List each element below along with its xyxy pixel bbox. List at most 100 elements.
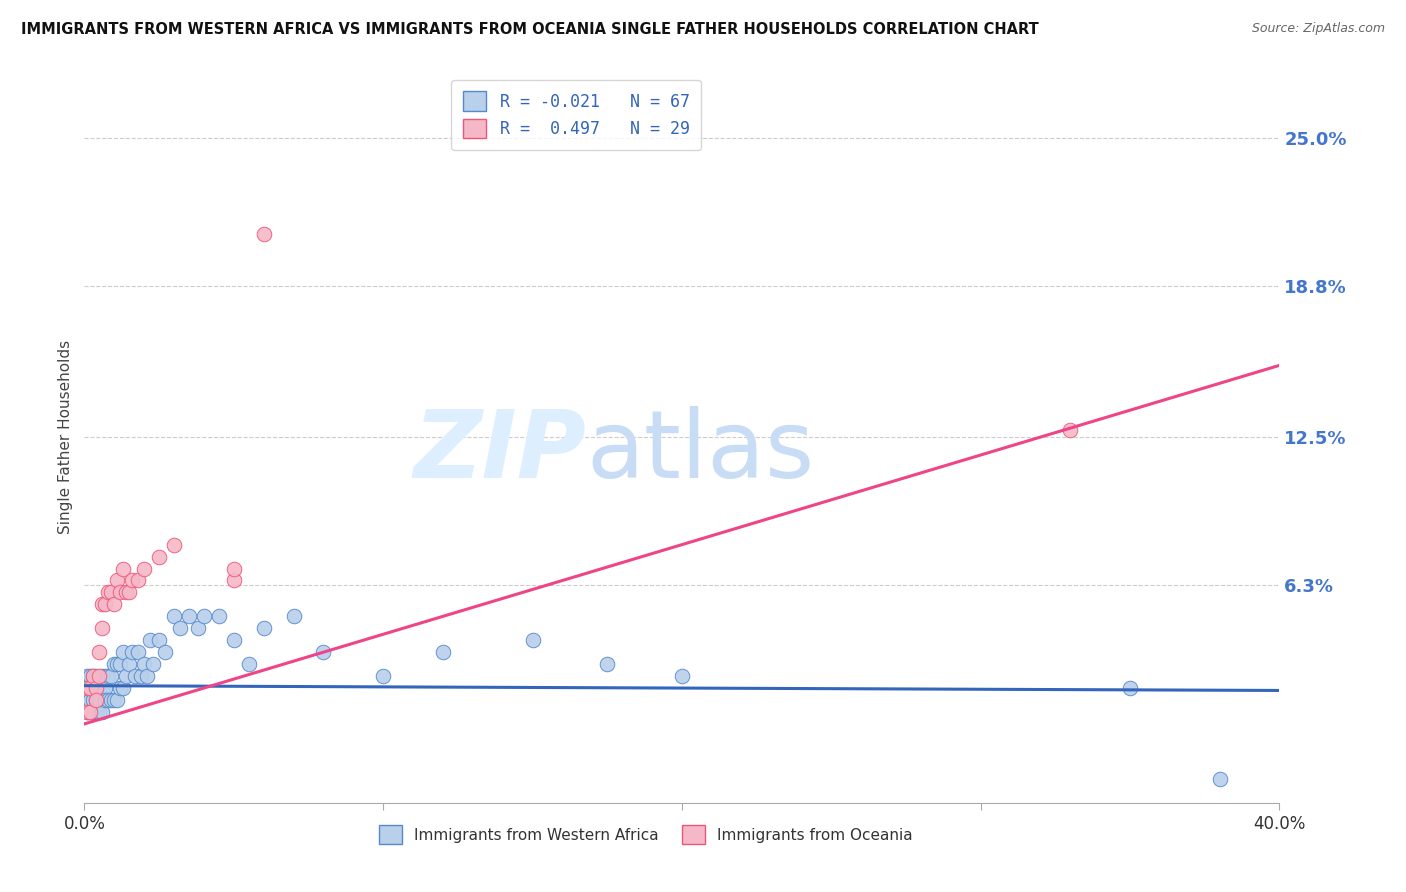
Point xyxy=(79,669,101,683)
Point xyxy=(79,705,101,719)
Point xyxy=(115,585,138,599)
Point xyxy=(97,693,120,707)
Point xyxy=(115,669,138,683)
Point xyxy=(76,705,98,719)
Point xyxy=(522,633,544,648)
Point xyxy=(97,669,120,683)
Point xyxy=(110,585,132,599)
Point xyxy=(86,693,108,707)
Point xyxy=(97,585,120,599)
Point xyxy=(100,585,122,599)
Point xyxy=(86,693,108,707)
Point xyxy=(139,633,162,648)
Point xyxy=(82,669,104,683)
Point xyxy=(1209,772,1232,786)
Point xyxy=(163,609,186,624)
Point xyxy=(136,669,159,683)
Point xyxy=(94,669,117,683)
Point xyxy=(89,705,111,719)
Text: atlas: atlas xyxy=(586,406,814,498)
Point xyxy=(118,657,141,672)
Point xyxy=(89,681,111,695)
Point xyxy=(86,681,108,695)
Point xyxy=(222,633,245,648)
Y-axis label: Single Father Households: Single Father Households xyxy=(58,340,73,534)
Point xyxy=(89,645,111,659)
Point xyxy=(127,645,149,659)
Point xyxy=(208,609,231,624)
Point xyxy=(76,693,98,707)
Point xyxy=(671,669,693,683)
Point xyxy=(91,705,114,719)
Point xyxy=(86,681,108,695)
Point xyxy=(148,549,170,564)
Point xyxy=(177,609,200,624)
Point xyxy=(132,561,156,575)
Point xyxy=(110,657,132,672)
Text: IMMIGRANTS FROM WESTERN AFRICA VS IMMIGRANTS FROM OCEANIA SINGLE FATHER HOUSEHOL: IMMIGRANTS FROM WESTERN AFRICA VS IMMIGR… xyxy=(21,22,1039,37)
Point xyxy=(94,598,117,612)
Point xyxy=(132,657,156,672)
Point xyxy=(79,693,101,707)
Point xyxy=(127,574,149,588)
Point xyxy=(112,645,135,659)
Point xyxy=(312,645,335,659)
Text: Source: ZipAtlas.com: Source: ZipAtlas.com xyxy=(1251,22,1385,36)
Point xyxy=(91,598,114,612)
Point xyxy=(94,693,117,707)
Point xyxy=(94,681,117,695)
Point xyxy=(112,561,135,575)
Legend: Immigrants from Western Africa, Immigrants from Oceania: Immigrants from Western Africa, Immigran… xyxy=(373,819,920,850)
Point xyxy=(121,645,143,659)
Point xyxy=(100,693,122,707)
Point xyxy=(82,681,104,695)
Point xyxy=(82,693,104,707)
Point xyxy=(79,681,101,695)
Point xyxy=(76,669,98,683)
Point xyxy=(222,561,245,575)
Point xyxy=(187,621,209,635)
Point xyxy=(193,609,215,624)
Point xyxy=(432,645,454,659)
Point xyxy=(238,657,260,672)
Point xyxy=(89,669,111,683)
Point xyxy=(1059,423,1081,437)
Point xyxy=(89,693,111,707)
Point xyxy=(142,657,165,672)
Point xyxy=(103,598,125,612)
Point xyxy=(253,621,276,635)
Point xyxy=(163,538,186,552)
Text: ZIP: ZIP xyxy=(413,406,586,498)
Point xyxy=(118,585,141,599)
Point xyxy=(76,681,98,695)
Point xyxy=(91,669,114,683)
Point xyxy=(79,705,101,719)
Point xyxy=(373,669,395,683)
Point xyxy=(1119,681,1142,695)
Point xyxy=(76,705,98,719)
Point xyxy=(129,669,152,683)
Point xyxy=(79,681,101,695)
Point xyxy=(105,693,128,707)
Point xyxy=(148,633,170,648)
Point xyxy=(86,705,108,719)
Point xyxy=(105,657,128,672)
Point xyxy=(596,657,619,672)
Point xyxy=(91,621,114,635)
Point xyxy=(103,693,125,707)
Point xyxy=(124,669,146,683)
Point xyxy=(100,669,122,683)
Point xyxy=(76,681,98,695)
Point xyxy=(112,681,135,695)
Point xyxy=(105,574,128,588)
Point xyxy=(253,227,276,241)
Point xyxy=(91,681,114,695)
Point xyxy=(86,669,108,683)
Point xyxy=(153,645,176,659)
Point xyxy=(121,574,143,588)
Point xyxy=(82,705,104,719)
Point xyxy=(103,657,125,672)
Point xyxy=(82,669,104,683)
Point xyxy=(169,621,191,635)
Point xyxy=(222,574,245,588)
